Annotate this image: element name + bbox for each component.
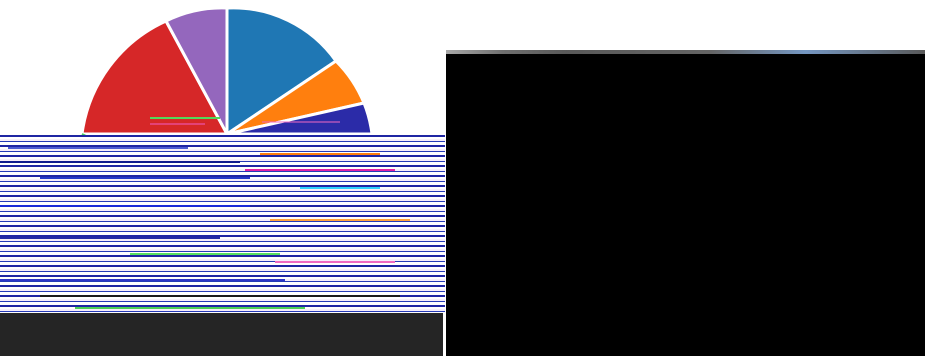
glitched-pie-lower-half [0, 135, 445, 315]
pie-slice-blue [225, 6, 339, 137]
pie-slice-navy [226, 101, 374, 136]
pie-slice-purple [163, 6, 229, 135]
pie-chart-panel [0, 0, 445, 356]
dark-footer-bar [0, 313, 443, 356]
right-panel-top-strip [446, 50, 925, 54]
pie-slice-red [80, 19, 230, 136]
black-panel [446, 54, 925, 356]
pie-chart [80, 6, 374, 139]
